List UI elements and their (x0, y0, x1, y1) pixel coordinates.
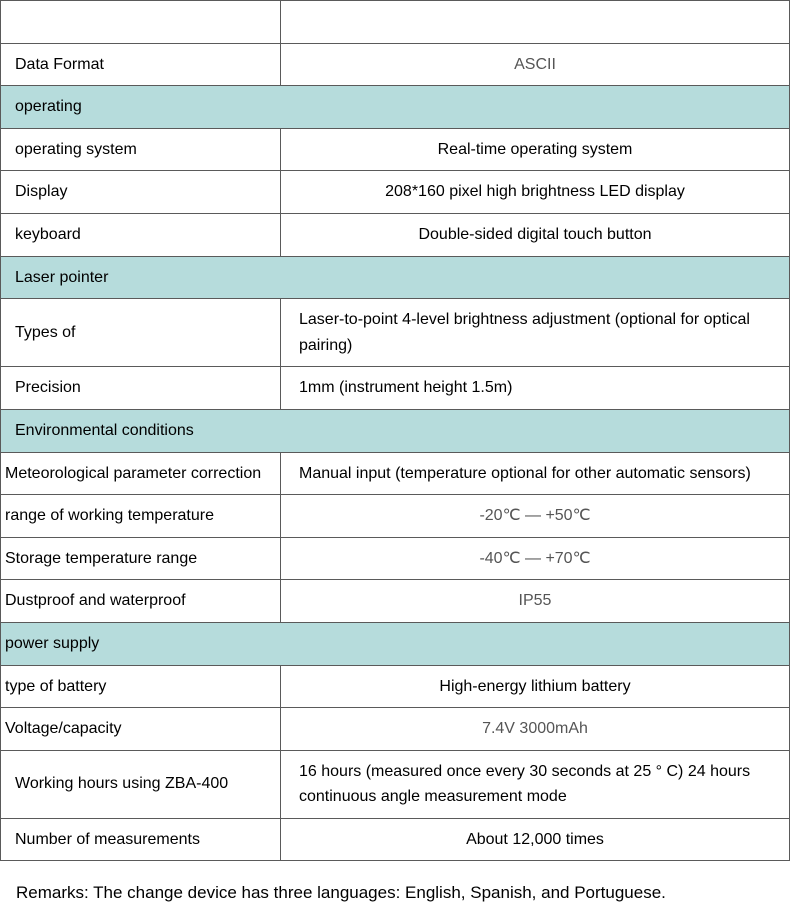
label-working-temp: range of working temperature (1, 495, 281, 538)
value-precision: 1mm (instrument height 1.5m) (281, 367, 790, 410)
section-power-label: power supply (1, 622, 790, 665)
value-working-hours: 16 hours (measured once every 30 seconds… (281, 750, 790, 818)
row-num-measurements: Number of measurements About 12,000 time… (1, 818, 790, 861)
label-keyboard: keyboard (1, 213, 281, 256)
row-data-format: Data Format ASCII (1, 43, 790, 86)
row-dustproof: Dustproof and waterproof IP55 (1, 580, 790, 623)
section-power: power supply (1, 622, 790, 665)
label-dustproof: Dustproof and waterproof (1, 580, 281, 623)
section-environmental-label: Environmental conditions (1, 409, 790, 452)
section-operating: operating (1, 86, 790, 129)
label-types-of: Types of (1, 299, 281, 367)
empty-top-row (1, 1, 790, 44)
section-environmental: Environmental conditions (1, 409, 790, 452)
value-dustproof: IP55 (281, 580, 790, 623)
value-voltage: 7.4V 3000mAh (281, 708, 790, 751)
value-types-of: Laser-to-point 4-level brightness adjust… (281, 299, 790, 367)
section-laser: Laser pointer (1, 256, 790, 299)
label-data-format: Data Format (1, 43, 281, 86)
value-keyboard: Double-sided digital touch button (281, 213, 790, 256)
spec-table: Data Format ASCII operating operating sy… (0, 0, 790, 861)
section-laser-label: Laser pointer (1, 256, 790, 299)
row-types-of: Types of Laser-to-point 4-level brightne… (1, 299, 790, 367)
label-meteo: Meteorological parameter correction (1, 452, 281, 495)
row-working-temp: range of working temperature -20℃ — +50℃ (1, 495, 790, 538)
value-num-measurements: About 12,000 times (281, 818, 790, 861)
label-storage-temp: Storage temperature range (1, 537, 281, 580)
row-display: Display 208*160 pixel high brightness LE… (1, 171, 790, 214)
value-data-format: ASCII (281, 43, 790, 86)
value-operating-system: Real-time operating system (281, 128, 790, 171)
row-meteo: Meteorological parameter correction Manu… (1, 452, 790, 495)
empty-cell (1, 1, 281, 44)
row-operating-system: operating system Real-time operating sys… (1, 128, 790, 171)
remarks-text: Remarks: The change device has three lan… (0, 861, 790, 913)
row-working-hours: Working hours using ZBA-400 16 hours (me… (1, 750, 790, 818)
label-precision: Precision (1, 367, 281, 410)
row-keyboard: keyboard Double-sided digital touch butt… (1, 213, 790, 256)
value-working-temp: -20℃ — +50℃ (281, 495, 790, 538)
empty-cell (281, 1, 790, 44)
value-display: 208*160 pixel high brightness LED displa… (281, 171, 790, 214)
row-voltage: Voltage/capacity 7.4V 3000mAh (1, 708, 790, 751)
row-precision: Precision 1mm (instrument height 1.5m) (1, 367, 790, 410)
label-num-measurements: Number of measurements (1, 818, 281, 861)
label-battery-type: type of battery (1, 665, 281, 708)
label-operating-system: operating system (1, 128, 281, 171)
section-operating-label: operating (1, 86, 790, 129)
label-display: Display (1, 171, 281, 214)
row-battery-type: type of battery High-energy lithium batt… (1, 665, 790, 708)
row-storage-temp: Storage temperature range -40℃ — +70℃ (1, 537, 790, 580)
label-voltage: Voltage/capacity (1, 708, 281, 751)
value-meteo: Manual input (temperature optional for o… (281, 452, 790, 495)
value-battery-type: High-energy lithium battery (281, 665, 790, 708)
label-working-hours: Working hours using ZBA-400 (1, 750, 281, 818)
value-storage-temp: -40℃ — +70℃ (281, 537, 790, 580)
